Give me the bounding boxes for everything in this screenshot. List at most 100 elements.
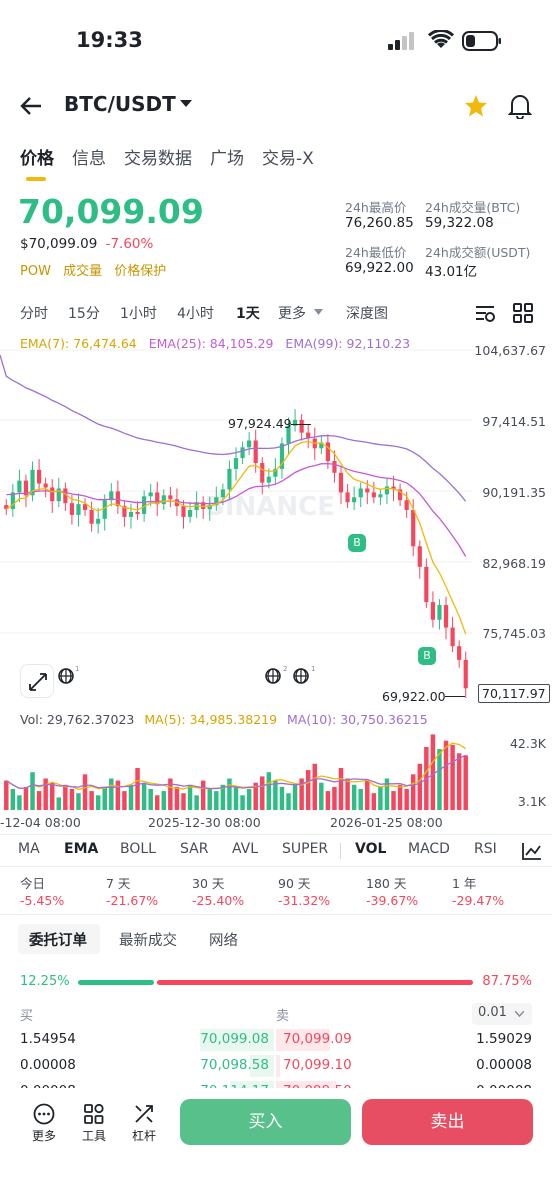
ind-super[interactable]: SUPER — [282, 841, 329, 857]
tab-orderbook[interactable]: 委托订单 — [29, 933, 87, 949]
tag-pow[interactable]: POW — [20, 264, 51, 279]
globe-icon[interactable]: 1 — [56, 664, 80, 686]
buy-marker[interactable]: B — [348, 534, 366, 552]
tab-square[interactable]: 广场 — [210, 149, 244, 169]
buy-button[interactable]: 买入 — [180, 1099, 351, 1145]
tf-4h[interactable]: 4小时 — [177, 306, 214, 322]
back-arrow-icon[interactable] — [20, 96, 42, 116]
bid-quantity[interactable]: 0.00008 — [20, 1057, 76, 1073]
tab-underline — [26, 177, 46, 181]
bid-quantity[interactable]: 1.54954 — [20, 1031, 76, 1047]
candle-body — [50, 487, 55, 502]
buy-ratio-bar — [78, 980, 154, 985]
volume-bar — [246, 789, 252, 810]
ind-sar[interactable]: SAR — [180, 841, 209, 857]
volume-bar — [109, 778, 114, 810]
candle-body — [417, 546, 422, 567]
candle-body — [319, 442, 324, 449]
ind-rsi[interactable]: RSI — [474, 841, 497, 857]
perf-label: 90 天 — [278, 876, 311, 891]
candle-body — [424, 566, 429, 603]
candle-body — [36, 469, 42, 484]
more-label[interactable]: 更多 — [31, 1129, 56, 1143]
chart-settings-icon[interactable] — [474, 303, 496, 323]
tf-depth[interactable]: 深度图 — [346, 306, 388, 322]
candle-body — [187, 510, 193, 517]
candle-body — [273, 468, 278, 477]
ind-avl[interactable]: AVL — [232, 841, 259, 857]
grid-layout-icon[interactable] — [513, 303, 533, 323]
leverage-icon[interactable] — [133, 1103, 155, 1125]
price-change: -7.60% — [105, 236, 154, 252]
indicator-chart-icon[interactable] — [522, 842, 542, 860]
time-axis-label: 2026-01-25 08:00 — [330, 815, 443, 830]
caret-down-icon[interactable] — [180, 100, 192, 108]
ask-quantity[interactable]: 1.59029 — [476, 1031, 532, 1047]
candle-body — [23, 480, 29, 496]
candle-body — [96, 518, 101, 524]
tag-price-protection[interactable]: 价格保护 — [114, 264, 167, 279]
tab-network[interactable]: 网络 — [209, 933, 238, 949]
tools-icon[interactable] — [83, 1103, 105, 1125]
ask-quantity[interactable]: 0.00008 — [476, 1057, 532, 1073]
tab-recent-trades[interactable]: 最新成交 — [119, 933, 177, 949]
ind-ema[interactable]: EMA — [64, 841, 99, 857]
precision-select[interactable]: 0.01 — [472, 1003, 532, 1025]
ind-vol[interactable]: VOL — [355, 841, 387, 857]
candle-body — [430, 602, 436, 620]
tools-label[interactable]: 工具 — [81, 1129, 106, 1143]
price-axis-label: 82,968.19 — [482, 556, 546, 571]
star-icon[interactable] — [464, 94, 488, 118]
candle-body — [82, 504, 88, 511]
tf-1h[interactable]: 1小时 — [120, 306, 157, 322]
candle-body — [240, 447, 245, 459]
globe-icon[interactable]: 2 — [262, 664, 288, 686]
tf-15m[interactable]: 15分 — [68, 306, 100, 322]
sell-button[interactable]: 卖出 — [362, 1099, 533, 1145]
globe-icon[interactable]: 1 — [290, 664, 316, 686]
bid-price[interactable]: 70,099.08 — [200, 1031, 269, 1047]
pair-title[interactable]: BTC/USDT — [64, 92, 176, 116]
tf-1d[interactable]: 1天 — [236, 306, 260, 322]
volume-bar — [319, 782, 324, 810]
volume-bar — [397, 784, 403, 810]
buy-ratio: 12.25% — [20, 974, 70, 989]
more-caret-icon[interactable] — [314, 309, 323, 315]
candlestick-chart[interactable]: BINANCE — [0, 340, 552, 710]
fullscreen-button[interactable] — [20, 664, 54, 698]
volume-bar — [410, 774, 416, 810]
volume-legend: Vol: 29,762.37023 MA(5): 34,985.38219 MA… — [20, 712, 428, 727]
candle-body — [352, 497, 357, 503]
candle-body — [437, 605, 442, 620]
tag-volume[interactable]: 成交量 — [63, 264, 103, 279]
candle-body — [371, 492, 376, 498]
tab-trading-data[interactable]: 交易数据 — [124, 149, 192, 169]
candle-body — [56, 488, 61, 502]
ind-ma[interactable]: MA — [18, 841, 40, 857]
ind-macd[interactable]: MACD — [408, 841, 450, 857]
candle-body — [345, 492, 350, 503]
ind-boll[interactable]: BOLL — [120, 841, 156, 857]
tab-trade-x[interactable]: 交易-X — [262, 149, 314, 169]
perf-value: -21.67% — [106, 893, 159, 908]
bell-icon[interactable] — [508, 93, 532, 119]
bid-price[interactable]: 70,098.58 — [200, 1057, 269, 1073]
more-icon[interactable] — [33, 1103, 55, 1125]
volume-bar — [23, 786, 29, 810]
vol-axis-label: 3.1K — [517, 794, 546, 809]
ask-price[interactable]: 70,099.10 — [283, 1057, 352, 1073]
volume-bar — [194, 795, 199, 810]
leverage-label[interactable]: 杠杆 — [131, 1129, 156, 1143]
tf-more[interactable]: 更多 — [278, 306, 306, 322]
candle-body — [17, 480, 22, 493]
tf-timeline[interactable]: 分时 — [20, 306, 48, 322]
volume-bar — [299, 778, 304, 810]
tab-price[interactable]: 价格 — [20, 149, 54, 169]
ask-price[interactable]: 70,099.09 — [283, 1031, 352, 1047]
volume-bar — [305, 770, 311, 810]
volume-chart[interactable] — [0, 730, 470, 812]
divider — [0, 914, 552, 915]
candle-body — [10, 492, 15, 510]
tab-info[interactable]: 信息 — [72, 149, 106, 169]
buy-marker[interactable]: B — [418, 647, 436, 665]
